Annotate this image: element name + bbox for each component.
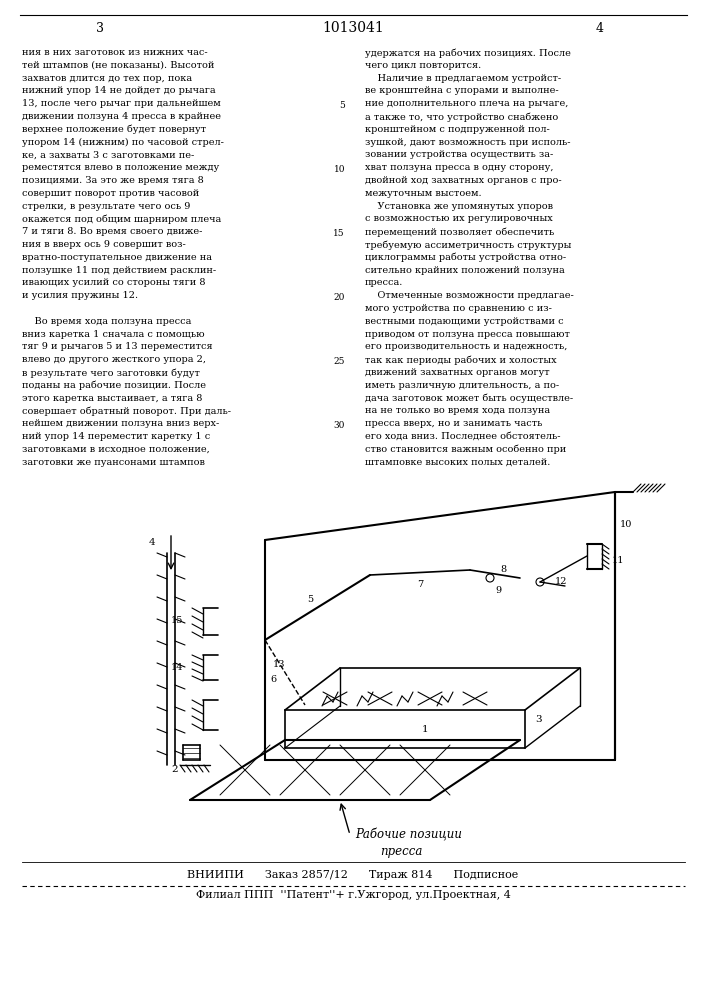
Text: верхнее положение будет повернут: верхнее положение будет повернут: [22, 125, 206, 134]
Text: 25: 25: [334, 357, 345, 366]
Text: зушкой, дают возможность при исполь-: зушкой, дают возможность при исполь-: [365, 138, 571, 147]
Text: окажется под общим шарниром плеча: окажется под общим шарниром плеча: [22, 214, 221, 224]
Text: 15: 15: [334, 229, 345, 238]
Text: 4: 4: [148, 538, 156, 547]
Text: Отмеченные возможности предлагае-: Отмеченные возможности предлагае-: [365, 291, 574, 300]
Text: ние дополнительного плеча на рычаге,: ние дополнительного плеча на рычаге,: [365, 99, 568, 108]
Text: а также то, что устройство снабжено: а также то, что устройство снабжено: [365, 112, 559, 121]
Text: заготовки же пуансонами штампов: заготовки же пуансонами штампов: [22, 458, 205, 467]
Text: совершит поворот против часовой: совершит поворот против часовой: [22, 189, 199, 198]
Text: ния в них заготовок из нижних час-: ния в них заготовок из нижних час-: [22, 48, 208, 57]
Text: удержатся на рабочих позициях. После: удержатся на рабочих позициях. После: [365, 48, 571, 57]
Text: поданы на рабочие позиции. После: поданы на рабочие позиции. После: [22, 381, 206, 390]
Text: его производительность и надежность,: его производительность и надежность,: [365, 342, 568, 351]
Text: с возможностью их регулировочных: с возможностью их регулировочных: [365, 214, 553, 223]
Text: 6: 6: [270, 675, 276, 684]
Text: 30: 30: [334, 421, 345, 430]
Text: чего цикл повторится.: чего цикл повторится.: [365, 61, 481, 70]
Text: этого каретка выстаивает, а тяга 8: этого каретка выстаивает, а тяга 8: [22, 394, 202, 403]
Text: ке, а захваты 3 с заготовками пе-: ке, а захваты 3 с заготовками пе-: [22, 150, 194, 159]
Text: вниз каретка 1 сначала с помощью: вниз каретка 1 сначала с помощью: [22, 330, 204, 339]
Text: кронштейном с подпруженной пол-: кронштейном с подпруженной пол-: [365, 125, 550, 134]
Text: совершает обратный поворот. При даль-: совершает обратный поворот. При даль-: [22, 406, 231, 416]
Text: ивающих усилий со стороны тяги 8: ивающих усилий со стороны тяги 8: [22, 278, 206, 287]
Text: приводом от ползуна пресса повышают: приводом от ползуна пресса повышают: [365, 330, 570, 339]
Text: 11: 11: [612, 556, 624, 565]
Text: 7 и тяги 8. Во время своего движе-: 7 и тяги 8. Во время своего движе-: [22, 227, 202, 236]
Text: циклограммы работы устройства отно-: циклограммы работы устройства отно-: [365, 253, 566, 262]
Text: ство становится важным особенно при: ство становится важным особенно при: [365, 445, 566, 454]
Text: 15: 15: [170, 616, 183, 625]
Text: движений захватных органов могут: движений захватных органов могут: [365, 368, 549, 377]
Text: 3: 3: [96, 21, 104, 34]
Text: нейшем движении ползуна вниз верх-: нейшем движении ползуна вниз верх-: [22, 419, 219, 428]
Text: Наличие в предлагаемом устройст-: Наличие в предлагаемом устройст-: [365, 74, 561, 83]
Text: 5: 5: [307, 595, 313, 604]
Text: 7: 7: [417, 580, 423, 589]
Text: ВНИИПИ      Заказ 2857/12      Тираж 814      Подписное: ВНИИПИ Заказ 2857/12 Тираж 814 Подписное: [187, 870, 519, 880]
Text: позициями. За это же время тяга 8: позициями. За это же время тяга 8: [22, 176, 204, 185]
Text: в результате чего заготовки будут: в результате чего заготовки будут: [22, 368, 200, 377]
Text: заготовками в исходное положение,: заготовками в исходное положение,: [22, 445, 210, 454]
Text: 1013041: 1013041: [322, 21, 384, 35]
Text: 1: 1: [421, 725, 428, 734]
Text: Во время хода ползуна пресса: Во время хода ползуна пресса: [22, 317, 192, 326]
Text: Рабочие позиции: Рабочие позиции: [355, 828, 462, 841]
Text: сительно крайних положений ползуна: сительно крайних положений ползуна: [365, 266, 565, 275]
Text: 13, после чего рычаг при дальнейшем: 13, после чего рычаг при дальнейшем: [22, 99, 221, 108]
Text: иметь различную длительность, а по-: иметь различную длительность, а по-: [365, 381, 559, 390]
Text: Филиал ППП  ''Патент''+ г.Ужгород, ул.Проектная, 4: Филиал ППП ''Патент''+ г.Ужгород, ул.Про…: [196, 890, 510, 900]
Text: 13: 13: [273, 660, 286, 669]
Text: пресса: пресса: [380, 845, 422, 858]
Text: 5: 5: [339, 101, 345, 110]
Text: 10: 10: [334, 165, 345, 174]
Text: тей штампов (не показаны). Высотой: тей штампов (не показаны). Высотой: [22, 61, 214, 70]
Text: хват ползуна пресса в одну сторону,: хват ползуна пресса в одну сторону,: [365, 163, 554, 172]
Text: дача заготовок может быть осуществле-: дача заготовок может быть осуществле-: [365, 394, 573, 403]
Text: вратно-поступательное движение на: вратно-поступательное движение на: [22, 253, 212, 262]
Text: зовании устройства осуществить за-: зовании устройства осуществить за-: [365, 150, 554, 159]
Text: нижний упор 14 не дойдет до рычага: нижний упор 14 не дойдет до рычага: [22, 86, 216, 95]
Text: 9: 9: [495, 586, 501, 595]
Text: штамповке высоких полых деталей.: штамповке высоких полых деталей.: [365, 458, 550, 467]
Text: ния в вверх ось 9 совершит воз-: ния в вверх ось 9 совершит воз-: [22, 240, 186, 249]
Text: 2: 2: [172, 765, 178, 774]
Text: ве кронштейна с упорами и выполне-: ве кронштейна с упорами и выполне-: [365, 86, 559, 95]
Text: движении ползуна 4 пресса в крайнее: движении ползуна 4 пресса в крайнее: [22, 112, 221, 121]
Text: 4: 4: [596, 21, 604, 34]
Text: стрелки, в результате чего ось 9: стрелки, в результате чего ось 9: [22, 202, 190, 211]
Text: на не только во время хода ползуна: на не только во время хода ползуна: [365, 406, 550, 415]
Text: ний упор 14 переместит каретку 1 с: ний упор 14 переместит каретку 1 с: [22, 432, 210, 441]
Text: Установка же упомянутых упоров: Установка же упомянутых упоров: [365, 202, 553, 211]
Text: 12: 12: [555, 577, 568, 586]
Text: межуточным выстоем.: межуточным выстоем.: [365, 189, 481, 198]
Text: и усилия пружины 12.: и усилия пружины 12.: [22, 291, 138, 300]
Text: 10: 10: [620, 520, 632, 529]
Text: 20: 20: [334, 293, 345, 302]
Text: пресса.: пресса.: [365, 278, 404, 287]
Text: его хода вниз. Последнее обстоятель-: его хода вниз. Последнее обстоятель-: [365, 432, 561, 441]
Text: упором 14 (нижним) по часовой стрел-: упором 14 (нижним) по часовой стрел-: [22, 138, 224, 147]
Text: перемещений позволяет обеспечить: перемещений позволяет обеспечить: [365, 227, 554, 237]
Text: реместятся влево в положение между: реместятся влево в положение между: [22, 163, 219, 172]
Text: так как периоды рабочих и холостых: так как периоды рабочих и холостых: [365, 355, 556, 365]
Text: влево до другого жесткого упора 2,: влево до другого жесткого упора 2,: [22, 355, 206, 364]
Text: мого устройства по сравнению с из-: мого устройства по сравнению с из-: [365, 304, 552, 313]
Text: вестными подающими устройствами с: вестными подающими устройствами с: [365, 317, 563, 326]
Text: тяг 9 и рычагов 5 и 13 переместится: тяг 9 и рычагов 5 и 13 переместится: [22, 342, 213, 351]
Text: 14: 14: [170, 663, 183, 672]
Text: требуемую ассиметричность структуры: требуемую ассиметричность структуры: [365, 240, 571, 249]
Text: 8: 8: [500, 565, 506, 574]
Text: ползушке 11 под действием расклин-: ползушке 11 под действием расклин-: [22, 266, 216, 275]
Text: захватов длится до тех пор, пока: захватов длится до тех пор, пока: [22, 74, 192, 83]
Text: пресса вверх, но и занимать часть: пресса вверх, но и занимать часть: [365, 419, 542, 428]
Text: 3: 3: [535, 715, 542, 724]
Text: двойной ход захватных органов с про-: двойной ход захватных органов с про-: [365, 176, 561, 185]
